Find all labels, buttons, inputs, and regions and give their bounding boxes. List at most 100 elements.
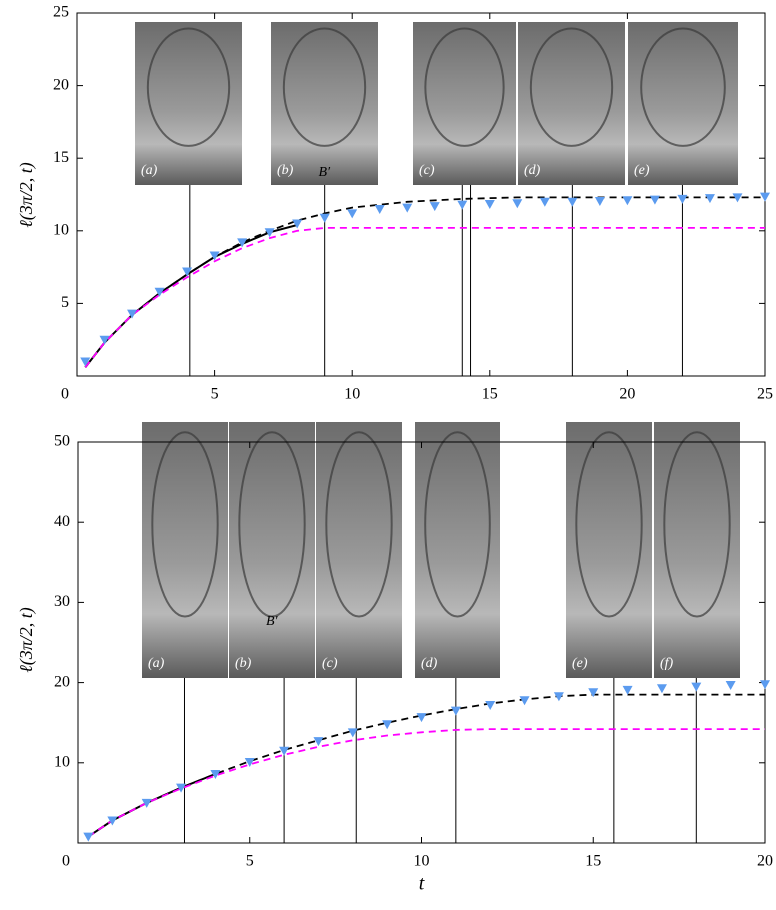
data-point xyxy=(176,783,187,793)
data-point xyxy=(760,192,770,202)
data-point xyxy=(457,200,468,210)
data-point xyxy=(319,213,330,223)
annotation: B′ xyxy=(319,165,332,180)
inset-image xyxy=(135,22,242,185)
data-point xyxy=(374,205,385,215)
y-tick-label: 20 xyxy=(54,673,70,690)
y-tick-label: 30 xyxy=(54,593,70,610)
x-tick-label: 10 xyxy=(344,386,360,403)
data-point xyxy=(402,203,413,213)
data-point xyxy=(127,309,138,319)
series-line xyxy=(87,693,765,838)
x-tick-label: 25 xyxy=(757,386,773,403)
drop-outline xyxy=(282,27,367,147)
y-axis-label: ℓ(3π/2, t) xyxy=(16,607,37,673)
data-point xyxy=(539,197,550,207)
data-point xyxy=(484,199,495,209)
data-point xyxy=(313,737,324,747)
y-tick-label: 50 xyxy=(54,433,70,450)
data-point xyxy=(244,757,255,767)
series-line xyxy=(87,728,765,838)
inset-image xyxy=(628,22,738,185)
inset-label: (e) xyxy=(572,656,588,671)
drop-outline xyxy=(663,431,731,618)
data-point xyxy=(292,219,303,229)
drop-outline xyxy=(529,27,614,147)
inset-image xyxy=(229,422,315,678)
data-point xyxy=(622,685,633,695)
drop-outline xyxy=(238,431,306,618)
series-line xyxy=(84,227,765,368)
y-tick-label: 40 xyxy=(54,513,70,530)
data-point xyxy=(209,251,220,261)
inset-label: (b) xyxy=(235,656,252,671)
inset-label: (f) xyxy=(660,656,674,671)
x-tick-label: 5 xyxy=(246,853,254,870)
inset-label: (c) xyxy=(322,656,338,671)
data-point xyxy=(429,202,440,212)
data-point xyxy=(99,335,110,345)
data-point xyxy=(382,720,393,730)
data-point xyxy=(416,713,427,723)
inset-image xyxy=(518,22,625,185)
drop-outline xyxy=(146,27,231,147)
data-point xyxy=(704,194,715,204)
drop-outline xyxy=(151,431,219,618)
data-point xyxy=(182,267,193,277)
x-tick-label: 20 xyxy=(757,853,773,870)
data-point xyxy=(691,682,702,692)
inset-image xyxy=(271,22,378,185)
data-point xyxy=(512,199,523,209)
x-tick-label: 0 xyxy=(61,386,69,403)
data-point xyxy=(107,816,118,826)
inset-label: (a) xyxy=(141,163,158,178)
inset-label: (b) xyxy=(277,163,294,178)
x-tick-label: 5 xyxy=(211,386,219,403)
data-point xyxy=(622,196,633,206)
data-point xyxy=(237,238,248,248)
drop-outline xyxy=(424,431,491,618)
inset-image xyxy=(566,422,652,678)
data-point xyxy=(347,728,358,738)
inset-image xyxy=(415,422,500,678)
x-axis-label: t xyxy=(419,873,425,895)
data-point xyxy=(83,832,94,842)
drop-outline xyxy=(640,27,726,147)
data-point xyxy=(210,770,221,780)
inset-label: (a) xyxy=(148,656,165,671)
y-tick-label: 10 xyxy=(54,753,70,770)
x-tick-label: 10 xyxy=(414,853,430,870)
data-point xyxy=(649,195,660,205)
y-tick-label: 5 xyxy=(61,294,69,311)
annotation: B′ xyxy=(266,614,279,629)
data-point xyxy=(347,209,358,219)
inset-image xyxy=(413,22,516,185)
y-tick-label: 10 xyxy=(53,221,69,238)
y-axis-label: ℓ(3π/2, t) xyxy=(16,162,37,228)
inset-label: (e) xyxy=(634,163,650,178)
x-tick-label: 15 xyxy=(585,853,601,870)
data-point xyxy=(485,701,496,711)
data-point xyxy=(732,193,743,203)
data-point xyxy=(553,692,564,702)
series-line xyxy=(84,224,298,368)
data-point xyxy=(588,688,599,698)
x-tick-label: 20 xyxy=(619,386,635,403)
inset-label: (d) xyxy=(524,163,541,178)
data-point xyxy=(279,746,290,756)
inset-image xyxy=(316,422,402,678)
x-tick-label: 15 xyxy=(482,386,498,403)
data-point xyxy=(594,197,605,207)
inset-image xyxy=(142,422,228,678)
drop-outline xyxy=(575,431,643,618)
data-point xyxy=(519,696,530,706)
y-tick-label: 25 xyxy=(53,4,69,21)
data-point xyxy=(725,681,736,691)
data-point xyxy=(656,684,667,694)
drop-outline xyxy=(325,431,393,618)
data-point xyxy=(760,680,770,690)
y-tick-label: 15 xyxy=(53,149,69,166)
data-point xyxy=(154,287,165,297)
